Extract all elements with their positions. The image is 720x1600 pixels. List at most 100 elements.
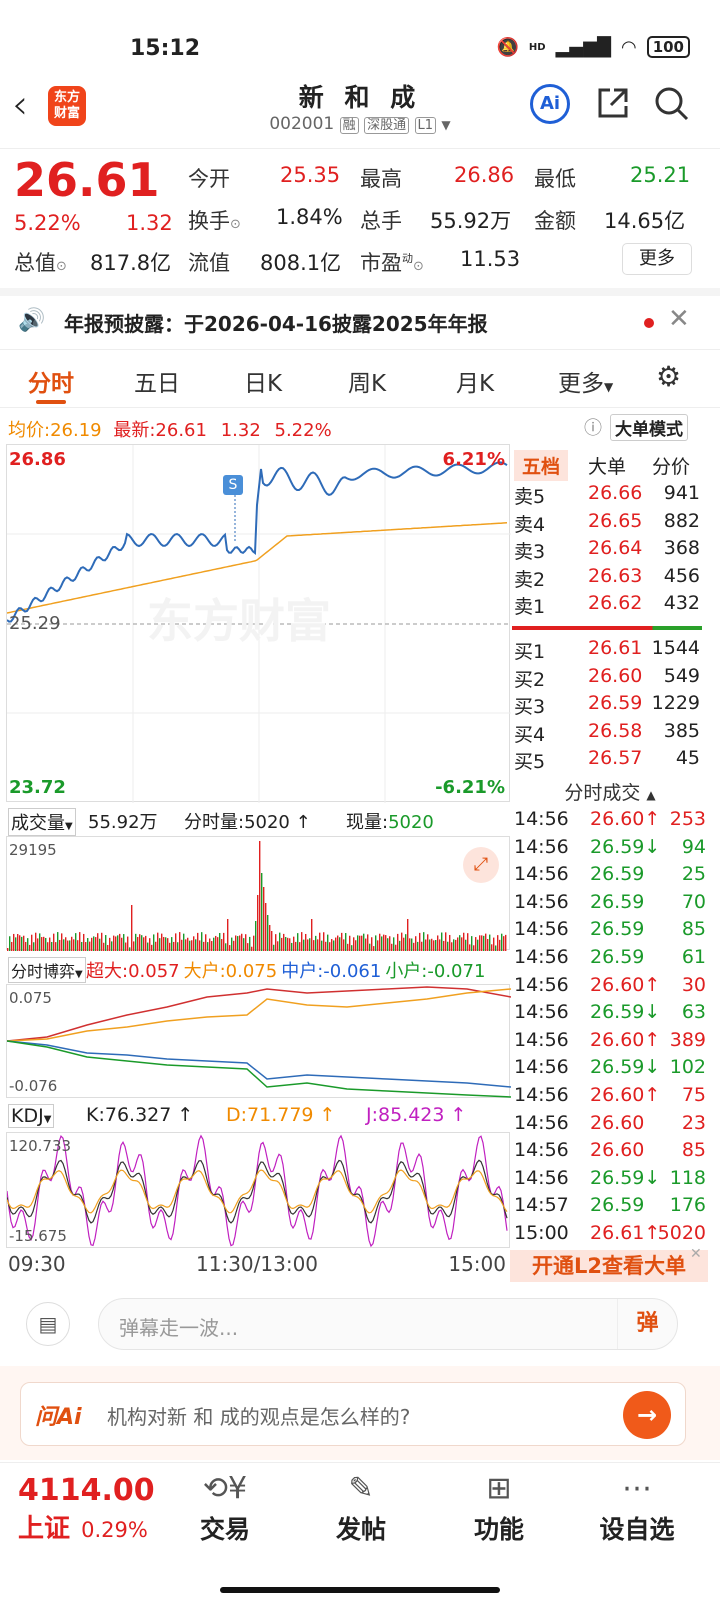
label-float-cap: 流值 xyxy=(188,251,230,275)
trade-price: 26.59 xyxy=(590,1194,645,1217)
value-low: 25.21 xyxy=(630,163,691,187)
level-volume: 45 xyxy=(675,747,700,770)
tab-more[interactable]: 更多▼ xyxy=(558,371,614,397)
kdj-j: J:85.423 ↑ xyxy=(366,1104,467,1126)
trade-volume: 23 xyxy=(681,1111,706,1134)
trade-row: 14:56 26.60↑ 30 xyxy=(514,974,708,1001)
axis-low-price: 23.72 xyxy=(9,777,66,798)
label-market-cap[interactable]: 总值⊙ xyxy=(14,251,67,275)
volume-chart[interactable]: 29195 ⤢ xyxy=(6,836,510,951)
danmu-input[interactable]: 弹幕走一波... 弹 xyxy=(98,1298,678,1350)
ask-ai-input[interactable]: 问Ai 机构对新 和 成的观点是怎么样的? → xyxy=(20,1382,686,1446)
orderbook-row[interactable]: 买5 26.57 45 xyxy=(514,747,704,774)
tab-daily-k[interactable]: 日K xyxy=(244,371,283,397)
ask-list: 卖5 26.66 941 卖4 26.65 882 卖3 26.64 368 卖2 26.63 456… xyxy=(0,482,720,622)
l2-upgrade-banner[interactable]: 开通L2查看大单 xyxy=(510,1250,708,1282)
bid-list: 买1 26.61 1544 买2 26.60 549 买3 26.59 1229 买4 26.58 3… xyxy=(0,637,720,777)
level-price: 26.57 xyxy=(588,747,643,770)
trades-title[interactable]: 分时成交 ▲ xyxy=(564,782,656,804)
tab-price-dist[interactable]: 分价 xyxy=(652,456,691,478)
kdj-selector[interactable]: KDJ▼ xyxy=(8,1104,55,1128)
arrow-right-icon[interactable]: → xyxy=(623,1391,671,1439)
big-order-mode-button[interactable]: 大单模式 xyxy=(610,414,688,441)
orderbook-row[interactable]: 卖1 26.62 432 xyxy=(514,592,704,619)
signal-marker[interactable]: S xyxy=(223,475,243,495)
kdj-chart[interactable]: 120.733 -15.675 xyxy=(6,1132,510,1248)
tab-monthly-k[interactable]: 月K xyxy=(456,371,495,397)
label-turnover[interactable]: 换手⊙ xyxy=(188,209,241,233)
trade-row: 14:56 26.59 61 xyxy=(514,946,708,973)
close-icon[interactable]: ✕ xyxy=(668,304,690,334)
orderbook-row[interactable]: 买3 26.59 1229 xyxy=(514,692,704,719)
orderbook-row[interactable]: 买4 26.58 385 xyxy=(514,720,704,747)
level-volume: 882 xyxy=(663,509,700,532)
time-open: 09:30 xyxy=(8,1252,66,1276)
close-icon[interactable]: ✕ xyxy=(690,1246,702,1262)
bottom-navigation: 4114.00 上证 0.29% ⟲¥ 交易 ✎ 发帖 ⊞ 功能 ⋯ 设自选 xyxy=(0,1462,720,1600)
orderbook-row[interactable]: 买1 26.61 1544 xyxy=(514,637,704,664)
nav-post[interactable]: ✎ 发帖 xyxy=(306,1471,416,1546)
danmu-send-button[interactable]: 弹 xyxy=(617,1299,677,1349)
nav-watchlist[interactable]: ⋯ 设自选 xyxy=(582,1471,692,1546)
index-pct: 0.29% xyxy=(81,1518,148,1542)
tag-level[interactable]: L1 xyxy=(414,117,437,134)
grid-icon: ⊞ xyxy=(486,1471,512,1506)
moneyflow-values: 超大:0.057 大户:0.075 中户:-0.061 小户:-0.071 xyxy=(86,957,489,983)
share-icon[interactable] xyxy=(596,86,630,127)
trade-price: 26.59 xyxy=(590,946,645,968)
tab-weekly-k[interactable]: 周K xyxy=(348,371,387,397)
level-label: 卖1 xyxy=(514,596,546,619)
nav-functions[interactable]: ⊞ 功能 xyxy=(444,1471,554,1546)
level-volume: 1229 xyxy=(651,692,700,715)
trade-volume: 102 xyxy=(669,1056,706,1079)
value-high: 26.86 xyxy=(454,163,515,187)
help-icon[interactable]: ⓘ xyxy=(584,418,602,439)
trade-time: 14:56 xyxy=(514,808,569,830)
tab-intraday[interactable]: 分时 xyxy=(28,371,74,397)
orderbook-row[interactable]: 卖5 26.66 941 xyxy=(514,482,704,509)
intraday-chart[interactable]: 东方财富 S 26.86 6.21% 25.29 23.72 -6.21% xyxy=(6,444,511,803)
search-icon[interactable] xyxy=(654,86,690,129)
signal-icon: ▂▄▆█ xyxy=(555,36,611,58)
announcement-bar[interactable]: 🔊 年报预披露：于2026-04-16披露2025年年报 ✕ xyxy=(0,288,720,350)
axis-high-pct: 6.21% xyxy=(442,449,505,470)
ai-icon[interactable]: Ai xyxy=(530,84,570,124)
status-time: 15:12 xyxy=(130,36,201,61)
orderbook-row[interactable]: 卖3 26.64 368 xyxy=(514,537,704,564)
announcement-text[interactable]: 年报预披露：于2026-04-16披露2025年年报 xyxy=(64,312,488,336)
danmu-settings-icon[interactable]: ▤ xyxy=(26,1302,70,1346)
label-pe[interactable]: 市盈动⊙ xyxy=(360,251,424,275)
orderbook-row[interactable]: 卖4 26.65 882 xyxy=(514,510,704,537)
tab-bigorders[interactable]: 大单 xyxy=(588,456,627,478)
tab-orderbook[interactable]: 五档 xyxy=(514,450,569,481)
index-name: 上证 xyxy=(18,1514,71,1544)
trade-row: 14:56 26.59↓ 94 xyxy=(514,836,708,863)
trade-volume: 30 xyxy=(681,973,706,996)
chevron-down-icon: ▼ xyxy=(604,380,614,394)
pe-superscript: 动 xyxy=(402,252,413,265)
home-indicator[interactable] xyxy=(220,1587,500,1593)
more-button[interactable]: 更多 xyxy=(622,243,692,275)
level-price: 26.62 xyxy=(588,592,643,615)
moneyflow-header: 分时博弈▼ 超大:0.057 大户:0.075 中户:-0.061 小户:-0.071 xyxy=(6,954,510,984)
trade-row: 14:56 26.60 85 xyxy=(514,1139,708,1166)
unread-dot xyxy=(644,318,654,328)
nav-trade[interactable]: ⟲¥ 交易 xyxy=(170,1471,280,1546)
trade-price: 26.60↑ xyxy=(590,808,661,830)
tab-5day[interactable]: 五日 xyxy=(134,371,180,397)
back-icon[interactable]: ‹ xyxy=(12,82,28,128)
trade-volume: 94 xyxy=(681,835,706,858)
volume-selector[interactable]: 成交量▼ xyxy=(8,808,76,836)
volume-total: 55.92万 xyxy=(88,812,158,833)
level-label: 买1 xyxy=(514,641,546,663)
orderbook-row[interactable]: 买2 26.60 549 xyxy=(514,665,704,692)
moneyflow-selector[interactable]: 分时博弈▼ xyxy=(8,957,86,983)
orderbook-row[interactable]: 卖2 26.63 456 xyxy=(514,565,704,592)
expand-icon[interactable]: ⤢ xyxy=(463,847,499,883)
gear-icon[interactable]: ⚙ xyxy=(656,360,682,393)
chevron-down-icon[interactable]: ▼ xyxy=(441,118,451,132)
moneyflow-chart[interactable]: 0.075 -0.076 xyxy=(6,984,511,1098)
index-ticker[interactable]: 4114.00 上证 0.29% xyxy=(18,1473,178,1563)
time-midday: 11:30/13:00 xyxy=(196,1252,319,1276)
level-price: 26.63 xyxy=(588,564,643,587)
